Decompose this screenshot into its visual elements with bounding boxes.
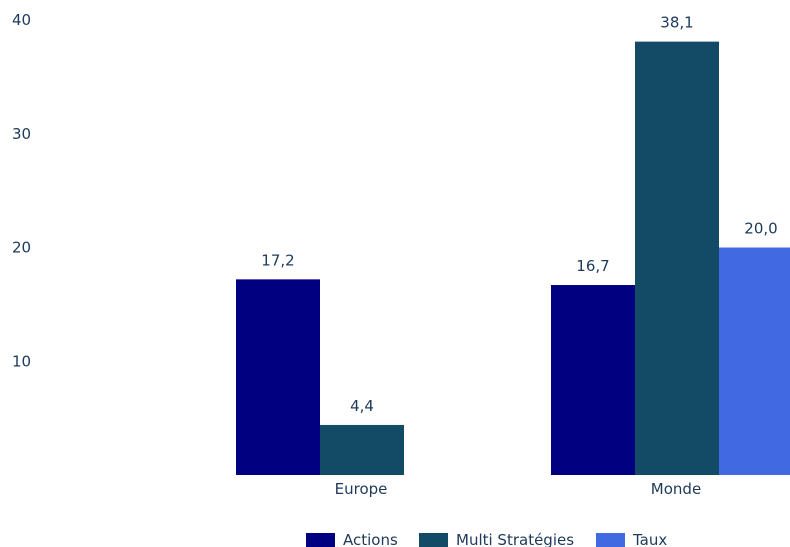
y-tick-label: 40 [12,11,31,29]
bar [236,279,320,475]
y-tick-label: 30 [12,125,31,143]
x-tick-label: Monde [651,480,701,498]
data-label: 17,2 [261,251,294,269]
bar [719,247,790,475]
data-label: 16,7 [576,257,609,275]
legend-item[interactable]: Multi Stratégies [419,531,574,547]
legend-swatch [419,533,448,547]
legend-item[interactable]: Taux [596,531,667,547]
bar [551,285,635,475]
y-axis: 10 20 30 40 [12,11,31,370]
legend-swatch [596,533,625,547]
data-label: 20,0 [744,220,777,238]
bar [635,41,719,476]
y-tick-label: 20 [12,239,31,257]
bar [320,424,404,475]
x-axis: Europe Monde [335,480,702,498]
legend: Actions Multi Stratégies Taux [306,531,667,547]
x-tick-label: Europe [335,480,388,498]
legend-item[interactable]: Actions [306,531,398,547]
legend-label: Actions [343,531,398,547]
legend-label: Multi Stratégies [456,531,574,547]
data-label: 4,4 [350,397,374,415]
data-label: 38,1 [660,14,693,32]
y-tick-label: 10 [12,352,31,370]
bars [236,41,790,476]
legend-swatch [306,533,335,547]
data-labels: 17,2 4,4 16,7 38,1 20,0 [261,14,777,415]
legend-label: Taux [632,531,667,547]
